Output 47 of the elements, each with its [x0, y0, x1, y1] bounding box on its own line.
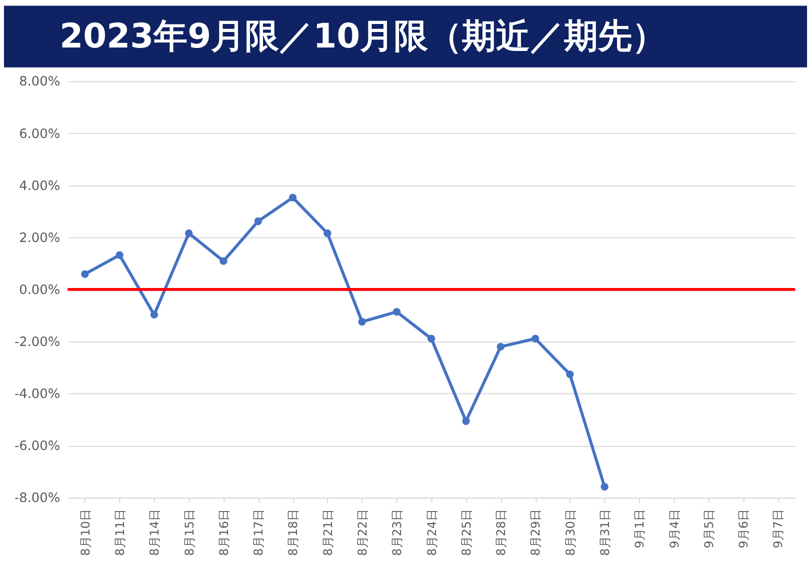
x-tick-label: 8月17日	[252, 509, 266, 556]
x-tick-label: 9月7日	[771, 509, 786, 548]
x-tick-label: 8月18日	[286, 509, 300, 556]
point	[566, 370, 574, 378]
point	[600, 482, 608, 491]
x-tick-label: 8月11日	[113, 509, 128, 556]
point	[427, 334, 436, 342]
y-tick-label: -8.00%	[14, 491, 60, 506]
x-tick-label: 8月22日	[356, 509, 370, 556]
point	[358, 318, 366, 326]
x-tick-label: 8月28日	[494, 509, 508, 556]
y-tick-label: -4.00%	[14, 387, 60, 402]
x-tick-label: 8月16日	[216, 509, 231, 556]
y-tick-label: 4.00%	[19, 178, 60, 194]
x-tick-label: 8月23日	[390, 509, 404, 556]
x-tick-label: 8月29日	[528, 509, 543, 556]
y-tick-label: 2.00%	[19, 230, 60, 246]
point	[496, 342, 504, 351]
x-tick-label: 9月1日	[632, 509, 647, 548]
point	[324, 229, 332, 238]
point	[462, 417, 470, 425]
point	[220, 257, 228, 265]
point	[150, 310, 158, 319]
x-tick-label: 9月5日	[702, 509, 716, 548]
y-tick-label: -6.00%	[14, 439, 60, 454]
point	[288, 194, 297, 202]
point	[184, 229, 193, 238]
point	[116, 251, 124, 259]
x-tick-label: 9月6日	[736, 509, 751, 548]
x-tick-label: 8月10日	[78, 509, 92, 556]
x-tick-label: 8月15日	[182, 509, 196, 556]
x-tick-label: 9月4日	[667, 509, 682, 548]
y-tick-label: 6.00%	[19, 126, 60, 142]
x-tick-label: 8月30日	[563, 509, 578, 556]
x-tick-label: 8月24日	[424, 509, 439, 556]
point	[531, 334, 540, 342]
y-tick-label: -2.00%	[14, 334, 60, 350]
y-tick-label: 8.00%	[19, 74, 60, 90]
point	[254, 217, 262, 226]
x-tick-label: 8月31日	[598, 509, 612, 556]
x-tick-label: 8月14日	[148, 509, 162, 556]
point	[81, 270, 89, 278]
x-tick-label: 8月21日	[320, 509, 335, 556]
y-tick-label: 0.00%	[19, 282, 60, 298]
point	[392, 308, 401, 316]
chart-title: 2023年9月限／10月限（期近／期先）	[60, 16, 666, 56]
x-tick-label: 8月25日	[459, 509, 474, 556]
